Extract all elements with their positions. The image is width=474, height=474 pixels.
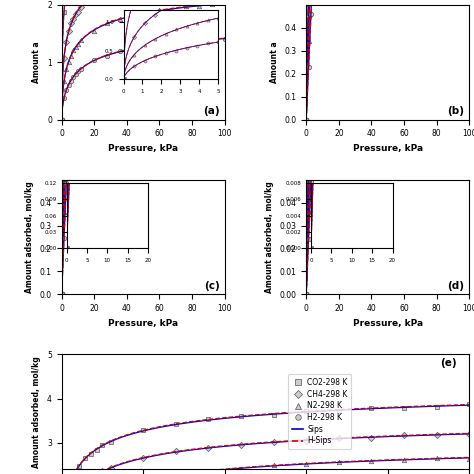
X-axis label: Pressure, kPa: Pressure, kPa — [353, 319, 423, 328]
X-axis label: Pressure, kPa: Pressure, kPa — [108, 319, 178, 328]
Y-axis label: Amount adsorbed, mol/kg: Amount adsorbed, mol/kg — [265, 181, 274, 293]
Y-axis label: Amount a: Amount a — [32, 41, 41, 83]
Text: (e): (e) — [440, 358, 457, 368]
Y-axis label: Amount adsorbed, mol/kg: Amount adsorbed, mol/kg — [25, 181, 34, 293]
Text: (c): (c) — [204, 281, 220, 291]
X-axis label: Pressure, kPa: Pressure, kPa — [353, 144, 423, 153]
X-axis label: Pressure, kPa: Pressure, kPa — [108, 144, 178, 153]
Y-axis label: Amount a: Amount a — [270, 41, 279, 83]
Legend: CO2-298 K, CH4-298 K, N2-298 K, H2-298 K, Sips, H-Sips: CO2-298 K, CH4-298 K, N2-298 K, H2-298 K… — [288, 374, 351, 449]
Text: (b): (b) — [447, 106, 465, 116]
Text: (d): (d) — [447, 281, 465, 291]
Y-axis label: Amount adsorbed, mol/kg: Amount adsorbed, mol/kg — [32, 356, 41, 468]
Text: (a): (a) — [203, 106, 220, 116]
